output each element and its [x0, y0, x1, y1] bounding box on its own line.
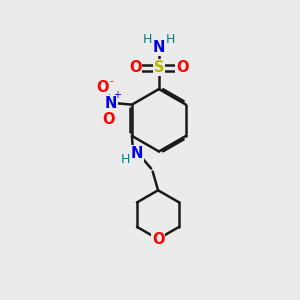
Text: O: O	[102, 112, 114, 127]
Text: H: H	[166, 33, 175, 46]
Text: S: S	[154, 60, 164, 75]
Text: H: H	[143, 33, 152, 46]
Text: O: O	[129, 60, 141, 75]
Text: N: N	[131, 146, 143, 160]
Text: O: O	[152, 232, 164, 247]
Text: -: -	[110, 76, 114, 86]
Text: N: N	[104, 96, 117, 111]
Text: H: H	[120, 153, 130, 166]
Text: O: O	[176, 60, 189, 75]
Text: +: +	[113, 90, 121, 100]
Text: O: O	[96, 80, 108, 95]
Text: N: N	[153, 40, 165, 55]
